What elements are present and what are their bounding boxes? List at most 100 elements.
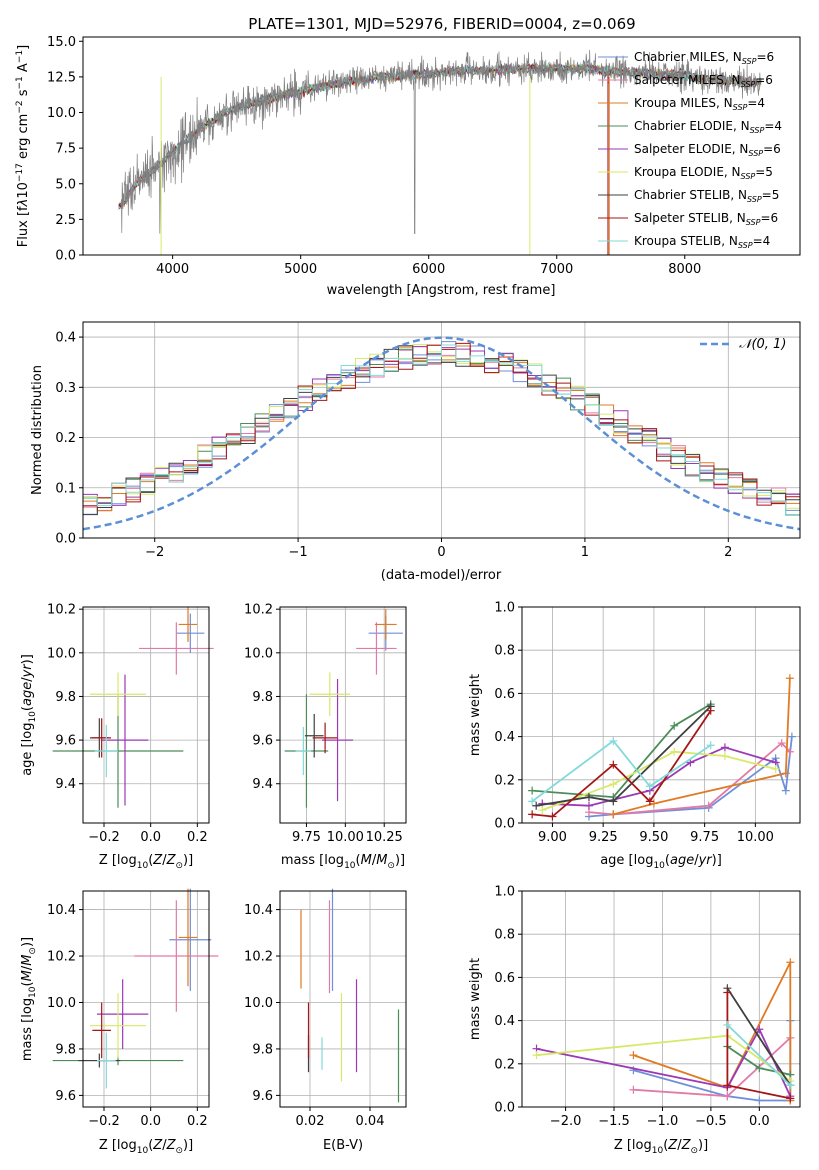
mass-vs-ebv-panel: 0.02 0.04 9.6 9.8 10.0 10.2 10.4 E(B-V)	[244, 888, 407, 1153]
normal-curve	[82, 336, 801, 531]
y-tick-label: 10.2	[244, 950, 273, 965]
weight-marker	[704, 801, 713, 810]
spectrum-plot-area	[118, 49, 762, 255]
weight-marker	[786, 1094, 795, 1103]
normal-legend-label: 𝒩(0, 1)	[739, 337, 786, 352]
y-tick-label: 0.0	[494, 817, 515, 832]
spectrum-ylabel: Flux [fλ10−17 erg cm−2 s−1 A−1]	[15, 45, 31, 247]
weight-marker	[786, 958, 795, 967]
y-tick-label: 10.0	[47, 106, 76, 121]
y-tick-label: 0.0	[55, 249, 76, 264]
y-tick-label: 0.2	[494, 773, 515, 788]
y-tick-label: 9.4	[55, 777, 76, 792]
x-tick-label: −2.0	[550, 1114, 582, 1129]
x-tick-label: −0.2	[88, 830, 120, 845]
legend-label-5: Salpeter ELODIE, NSSP=6	[634, 142, 781, 158]
weight-marker	[528, 797, 537, 806]
y-tick-label: 0.6	[494, 971, 515, 986]
mass-weight-vs-age-ylabel: mass weight	[468, 674, 483, 756]
mass-vs-Z-panel: −0.2 0.0 0.2 9.6 9.8 10.0 10.2 10.4 Z [log10(Z/…	[20, 888, 219, 1156]
y-tick-label: 10.0	[47, 996, 76, 1011]
x-tick-label: −0.2	[88, 1114, 120, 1129]
x-tick-label: 8000	[668, 262, 701, 277]
spectrum-legend: Chabrier MILES, NSSP=6 Salpeter MILES, NS…	[598, 50, 782, 250]
age-vs-mass-ticks: 9.75 10.00 10.25 9.4 9.6 9.8 10.0 10.2	[244, 603, 403, 845]
x-tick-label: 2	[724, 545, 732, 560]
mass-vs-ebv-xlabel: E(B-V)	[323, 1138, 363, 1153]
mass-weight-vs-age-grid	[522, 606, 800, 824]
x-tick-label: 0.04	[356, 1114, 385, 1129]
mass-weight-vs-age-plot-area	[522, 606, 800, 824]
x-tick-label: −1.0	[647, 1114, 679, 1129]
y-tick-label: 10.0	[244, 646, 273, 661]
weight-marker	[609, 780, 618, 789]
x-tick-label: −1.5	[598, 1114, 630, 1129]
age-vs-Z-xlabel: Z [log10(Z/Z⊙)]	[99, 853, 193, 871]
y-tick-label: 0.0	[494, 1101, 515, 1116]
x-tick-label: 0.0	[140, 1114, 161, 1129]
weight-marker	[629, 1085, 638, 1094]
residuals-ylabel: Normed distribution	[30, 365, 45, 495]
weight-marker	[584, 801, 593, 810]
y-tick-label: 0.4	[494, 730, 515, 745]
y-tick-label: 10.0	[47, 646, 76, 661]
x-tick-label: 6000	[412, 262, 445, 277]
mass-weight-vs-age-ticks: 9.00 9.25 9.50 9.75 10.00 0.0 0.2 0.4 0.6 0.8 1.0	[494, 601, 774, 846]
weight-marker	[629, 1051, 638, 1060]
y-tick-label: 0.3	[55, 381, 76, 396]
y-tick-label: 9.8	[55, 690, 76, 705]
weight-marker	[538, 806, 547, 815]
spectrum-ticks: 4000 5000 6000 7000 8000 0.0 2.5 5.0 7.5 10.0 12.5…	[47, 35, 701, 277]
mass-vs-ebv-axes-frame	[279, 890, 407, 1108]
weight-marker	[548, 812, 557, 821]
y-tick-label: 9.6	[252, 1089, 273, 1104]
y-tick-label: 9.6	[252, 734, 273, 749]
weight-marker	[532, 801, 541, 810]
weight-marker	[609, 736, 618, 745]
mass-weight-vs-Z-axes-frame	[521, 890, 801, 1108]
x-tick-label: 0.0	[749, 1114, 770, 1129]
age-vs-mass-xlabel: mass [log10(M/M⊙)]	[281, 853, 405, 871]
x-tick-label: 0.2	[187, 1114, 208, 1129]
mass-weight-vs-age-xlabel: age [log10(age/yr)]	[600, 853, 722, 871]
mass-vs-Z-ylabel: mass [log10(M/M⊙)]	[20, 937, 38, 1061]
y-tick-label: 10.2	[47, 603, 76, 618]
weight-marker	[723, 1020, 732, 1029]
legend-label-4: Chabrier ELODIE, NSSP=4	[634, 119, 782, 135]
weight-marker	[528, 786, 537, 795]
weight-marker	[781, 786, 790, 795]
y-tick-label: 10.2	[47, 950, 76, 965]
x-tick-label: 10.00	[327, 830, 364, 845]
weight-line-4	[532, 703, 712, 799]
age-vs-mass-grid	[280, 607, 406, 823]
weight-marker	[670, 721, 679, 730]
weight-line-3	[633, 961, 792, 1101]
spectrum-title: PLATE=1301, MJD=52976, FIBERID=0004, z=0…	[248, 15, 635, 33]
x-tick-label: −2	[145, 545, 164, 560]
weight-marker	[781, 769, 790, 778]
weight-line-9	[531, 739, 712, 803]
y-tick-label: 0.2	[55, 431, 76, 446]
x-tick-label: −1	[289, 545, 308, 560]
weight-marker	[645, 782, 654, 791]
y-tick-label: 10.4	[244, 903, 273, 918]
y-tick-label: 9.8	[55, 1042, 76, 1057]
residuals-legend: 𝒩(0, 1)	[700, 337, 786, 352]
y-tick-label: 9.8	[252, 690, 273, 705]
weight-marker	[609, 797, 618, 806]
mass-weight-vs-Z-plot-area	[522, 890, 800, 1108]
y-tick-label: 10.0	[244, 996, 273, 1011]
weight-line-3	[613, 678, 791, 816]
weight-marker	[723, 988, 732, 997]
x-tick-label: 9.75	[292, 830, 321, 845]
weight-marker	[787, 732, 796, 741]
age-vs-Z-plot-area	[52, 607, 214, 823]
y-tick-label: 0.8	[494, 644, 515, 659]
mass-vs-ebv-ticks: 0.02 0.04 9.6 9.8 10.0 10.2 10.4	[244, 903, 384, 1129]
x-tick-label: 0.0	[140, 830, 161, 845]
x-tick-label: 0.2	[187, 830, 208, 845]
legend-label-1: Chabrier MILES, NSSP=6	[634, 50, 774, 66]
y-tick-label: 0.2	[494, 1057, 515, 1072]
weight-marker	[584, 793, 593, 802]
